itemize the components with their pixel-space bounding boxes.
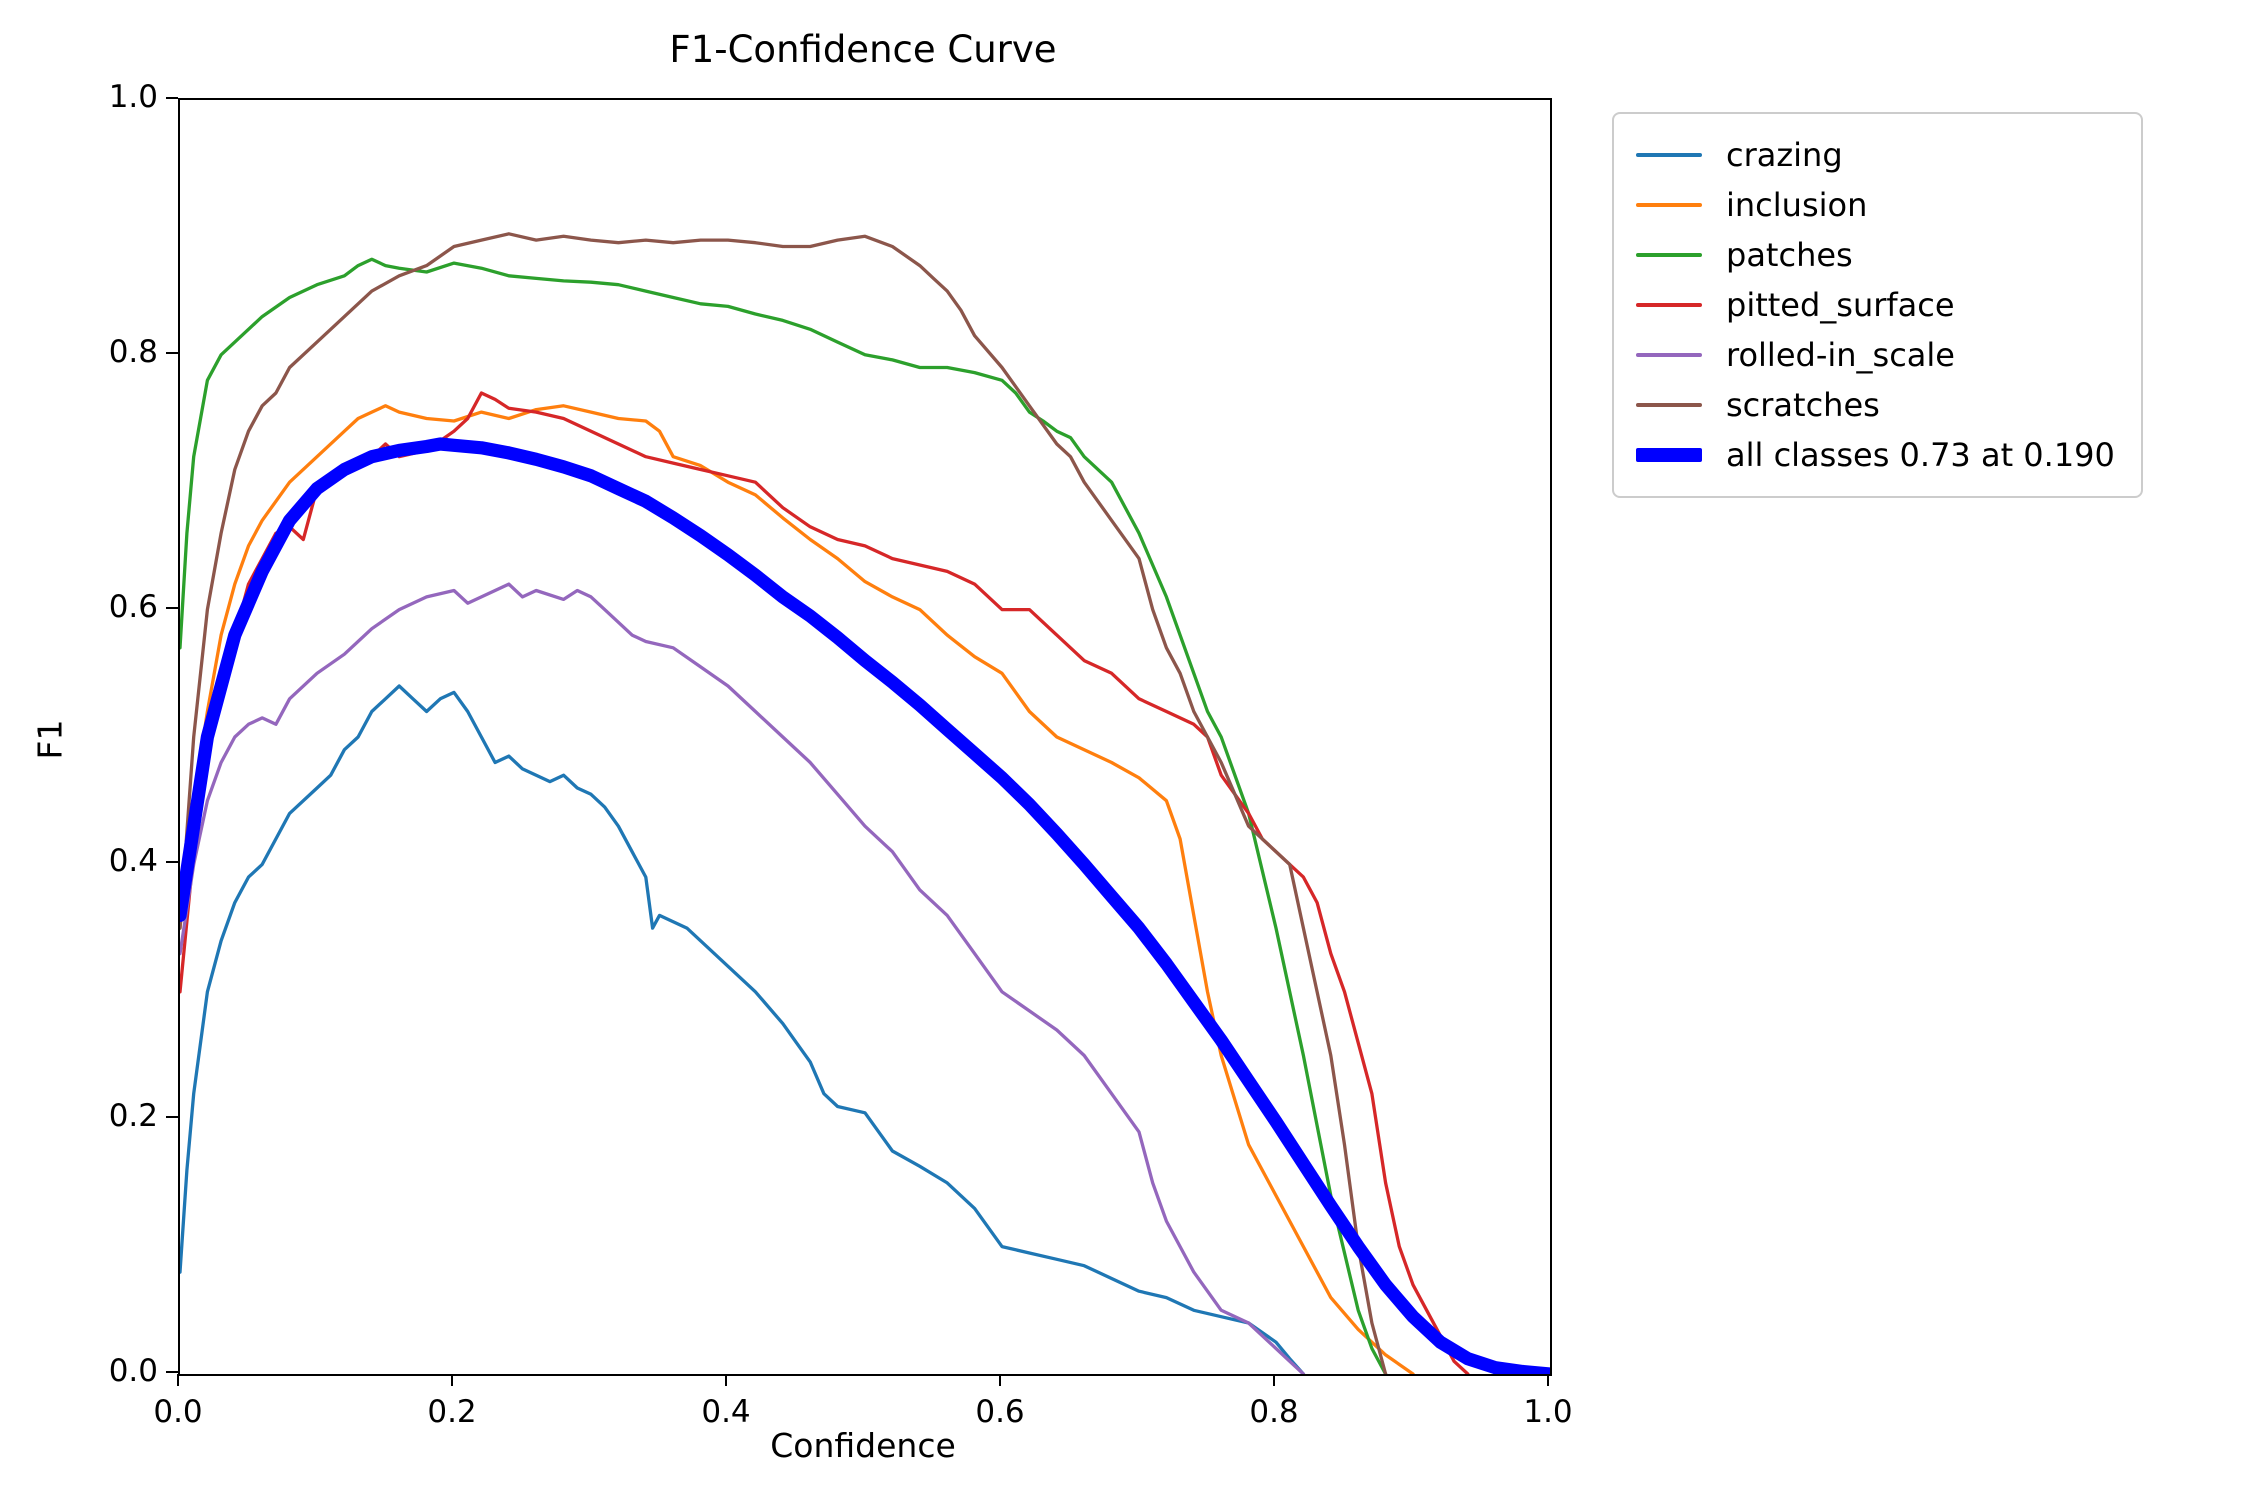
- x-tick-mark: [1547, 1374, 1549, 1386]
- legend-line-sample: [1636, 303, 1702, 307]
- y-tick-mark: [166, 1371, 178, 1373]
- x-tick-label: 0.0: [153, 1394, 203, 1430]
- y-tick-label: 0.8: [108, 333, 158, 370]
- legend-label: crazing: [1726, 136, 1843, 174]
- x-axis-label: Confidence: [770, 1426, 956, 1465]
- x-tick-mark: [999, 1374, 1001, 1386]
- x-tick-mark: [725, 1374, 727, 1386]
- legend-item-rolled-in_scale: rolled-in_scale: [1636, 330, 2115, 380]
- legend-line-sample: [1636, 253, 1702, 257]
- series-line-inclusion: [180, 404, 1415, 1374]
- series-line-all_classes: [180, 437, 1550, 1374]
- legend-item-inclusion: inclusion: [1636, 180, 2115, 230]
- legend-item-scratches: scratches: [1636, 380, 2115, 430]
- series-line-rolled-in_scale: [180, 582, 1306, 1374]
- legend-line-sample: [1636, 153, 1702, 157]
- y-tick-label: 0.4: [108, 843, 158, 880]
- legend-line-sample: [1636, 353, 1702, 357]
- x-tick-mark: [1273, 1374, 1275, 1386]
- series-line-scratches: [180, 232, 1388, 1374]
- legend-line-sample: [1636, 203, 1702, 207]
- legend-label: all classes 0.73 at 0.190: [1726, 436, 2115, 474]
- legend-item-patches: patches: [1636, 230, 2115, 280]
- y-tick-mark: [166, 861, 178, 864]
- x-tick-label: 0.6: [975, 1394, 1025, 1430]
- plot-area: [178, 98, 1552, 1376]
- y-tick-mark: [166, 97, 178, 99]
- y-tick-mark: [166, 606, 178, 609]
- legend-label: patches: [1726, 236, 1853, 274]
- y-tick-mark: [166, 1116, 178, 1119]
- chart-title: F1-Confidence Curve: [669, 28, 1057, 71]
- x-tick-label: 1.0: [1523, 1394, 1573, 1430]
- series-line-pitted_surface: [180, 391, 1470, 1374]
- series-line-crazing: [180, 684, 1306, 1374]
- x-tick-mark: [451, 1374, 453, 1386]
- legend-line-sample: [1636, 403, 1702, 407]
- y-tick-label: 0.0: [108, 1353, 158, 1389]
- legend-label: inclusion: [1726, 186, 1868, 224]
- x-tick-mark: [177, 1374, 179, 1386]
- plot-canvas: [180, 232, 1550, 1374]
- x-tick-label: 0.8: [1249, 1394, 1299, 1430]
- x-tick-label: 0.4: [701, 1394, 751, 1430]
- legend-item-crazing: crazing: [1636, 130, 2115, 180]
- legend-item-all_classes: all classes 0.73 at 0.190: [1636, 430, 2115, 480]
- x-tick-label: 0.2: [427, 1394, 477, 1430]
- legend-label: rolled-in_scale: [1726, 336, 1955, 374]
- legend-line-sample: [1636, 448, 1702, 462]
- y-tick-label: 0.2: [108, 1098, 158, 1135]
- y-axis-label: F1: [30, 719, 70, 760]
- legend-item-pitted_surface: pitted_surface: [1636, 280, 2115, 330]
- legend-label: scratches: [1726, 386, 1880, 424]
- y-tick-label: 0.6: [108, 588, 158, 625]
- y-tick-label: 1.0: [108, 79, 158, 115]
- series-line-patches: [180, 257, 1388, 1374]
- y-tick-mark: [166, 351, 178, 354]
- legend-label: pitted_surface: [1726, 286, 1955, 324]
